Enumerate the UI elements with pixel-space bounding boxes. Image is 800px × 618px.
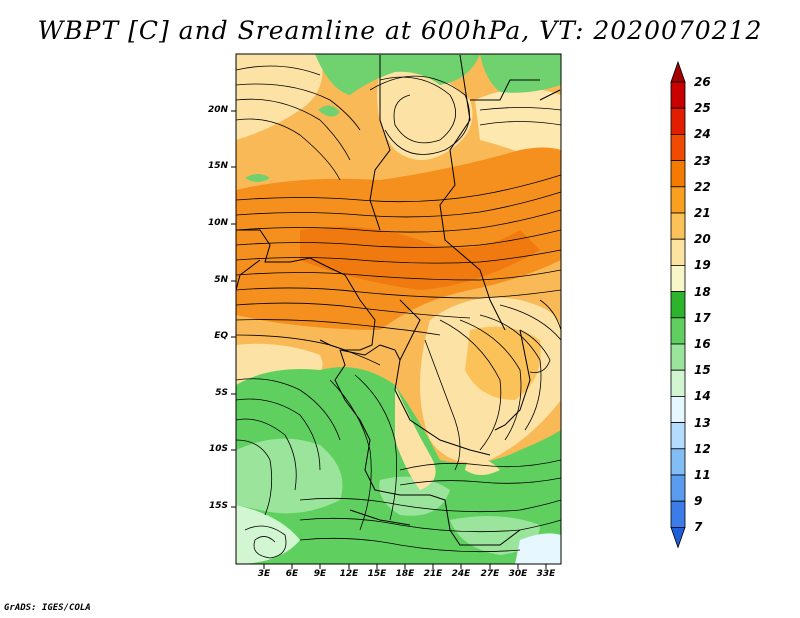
lon-label: 18E bbox=[395, 569, 415, 579]
lon-label: 24E bbox=[451, 569, 471, 579]
lat-label: 5N bbox=[214, 275, 228, 285]
colorbar-box bbox=[670, 264, 686, 292]
colorbar-box bbox=[670, 291, 686, 319]
colorbar-label: 15 bbox=[694, 363, 711, 378]
colorbar-label: 16 bbox=[694, 337, 711, 351]
colorbar-box bbox=[670, 238, 686, 266]
colorbar-box bbox=[670, 186, 686, 214]
software-credit: GrADS: IGES/COLA bbox=[4, 603, 91, 613]
lon-label: 15E bbox=[367, 569, 387, 579]
lat-label: 15S bbox=[208, 501, 228, 511]
colorbar-bottom-arrow bbox=[670, 527, 686, 549]
colorbar-box bbox=[670, 133, 686, 161]
lon-label: 6E bbox=[285, 569, 299, 579]
map-frame bbox=[235, 53, 562, 565]
colorbar-box bbox=[670, 448, 686, 476]
colorbar-label: 19 bbox=[694, 258, 711, 273]
colorbar-label: 20 bbox=[694, 232, 711, 247]
colorbar-label: 26 bbox=[694, 75, 711, 89]
lat-label: 20N bbox=[207, 105, 228, 115]
colorbar-label: 14 bbox=[694, 389, 711, 404]
lat-label: 10S bbox=[208, 444, 228, 454]
colorbar-label: 9 bbox=[694, 494, 703, 509]
lon-label: 12E bbox=[339, 569, 359, 579]
colorbar-box bbox=[670, 474, 686, 502]
colorbar-label: 25 bbox=[694, 101, 711, 116]
colorbar-label: 11 bbox=[694, 468, 711, 482]
lat-label: 15N bbox=[207, 161, 228, 171]
colorbar-box bbox=[670, 81, 686, 109]
lon-label: 9E bbox=[313, 569, 327, 579]
colorbar-box bbox=[670, 422, 686, 450]
wbpt-field bbox=[236, 54, 561, 564]
colorbar bbox=[670, 60, 686, 549]
colorbar-top-arrow bbox=[670, 60, 686, 83]
lat-label: EQ bbox=[214, 331, 228, 341]
streamlines bbox=[236, 65, 561, 559]
colorbar-box bbox=[670, 500, 686, 528]
colorbar-box bbox=[670, 343, 686, 371]
colorbar-box bbox=[670, 212, 686, 240]
lon-label: 33E bbox=[536, 569, 556, 579]
colorbar-box bbox=[670, 107, 686, 135]
colorbar-box bbox=[670, 317, 686, 345]
colorbar-label: 22 bbox=[694, 179, 711, 194]
lon-label: 30E bbox=[508, 569, 528, 579]
colorbar-label: 18 bbox=[694, 284, 711, 299]
colorbar-label: 17 bbox=[694, 310, 711, 325]
lat-label: 5S bbox=[215, 388, 228, 398]
lon-label: 21E bbox=[423, 569, 443, 579]
colorbar-label: 24 bbox=[694, 127, 711, 142]
borders bbox=[236, 54, 561, 546]
colorbar-box bbox=[670, 160, 686, 188]
colorbar-box bbox=[670, 369, 686, 397]
map-title: WBPT [C] and Sreamline at 600hPa, VT: 20… bbox=[37, 16, 763, 45]
lat-label: 10N bbox=[207, 218, 228, 228]
colorbar-label: 23 bbox=[694, 153, 711, 168]
colorbar-label: 12 bbox=[694, 441, 711, 456]
lon-label: 3E bbox=[257, 569, 271, 579]
colorbar-box bbox=[670, 395, 686, 423]
axis-ticks bbox=[231, 110, 547, 569]
colorbar-label: 13 bbox=[694, 415, 711, 430]
lon-label: 27E bbox=[480, 569, 500, 579]
colorbar-label: 7 bbox=[694, 520, 703, 535]
colorbar-label: 21 bbox=[694, 206, 711, 220]
